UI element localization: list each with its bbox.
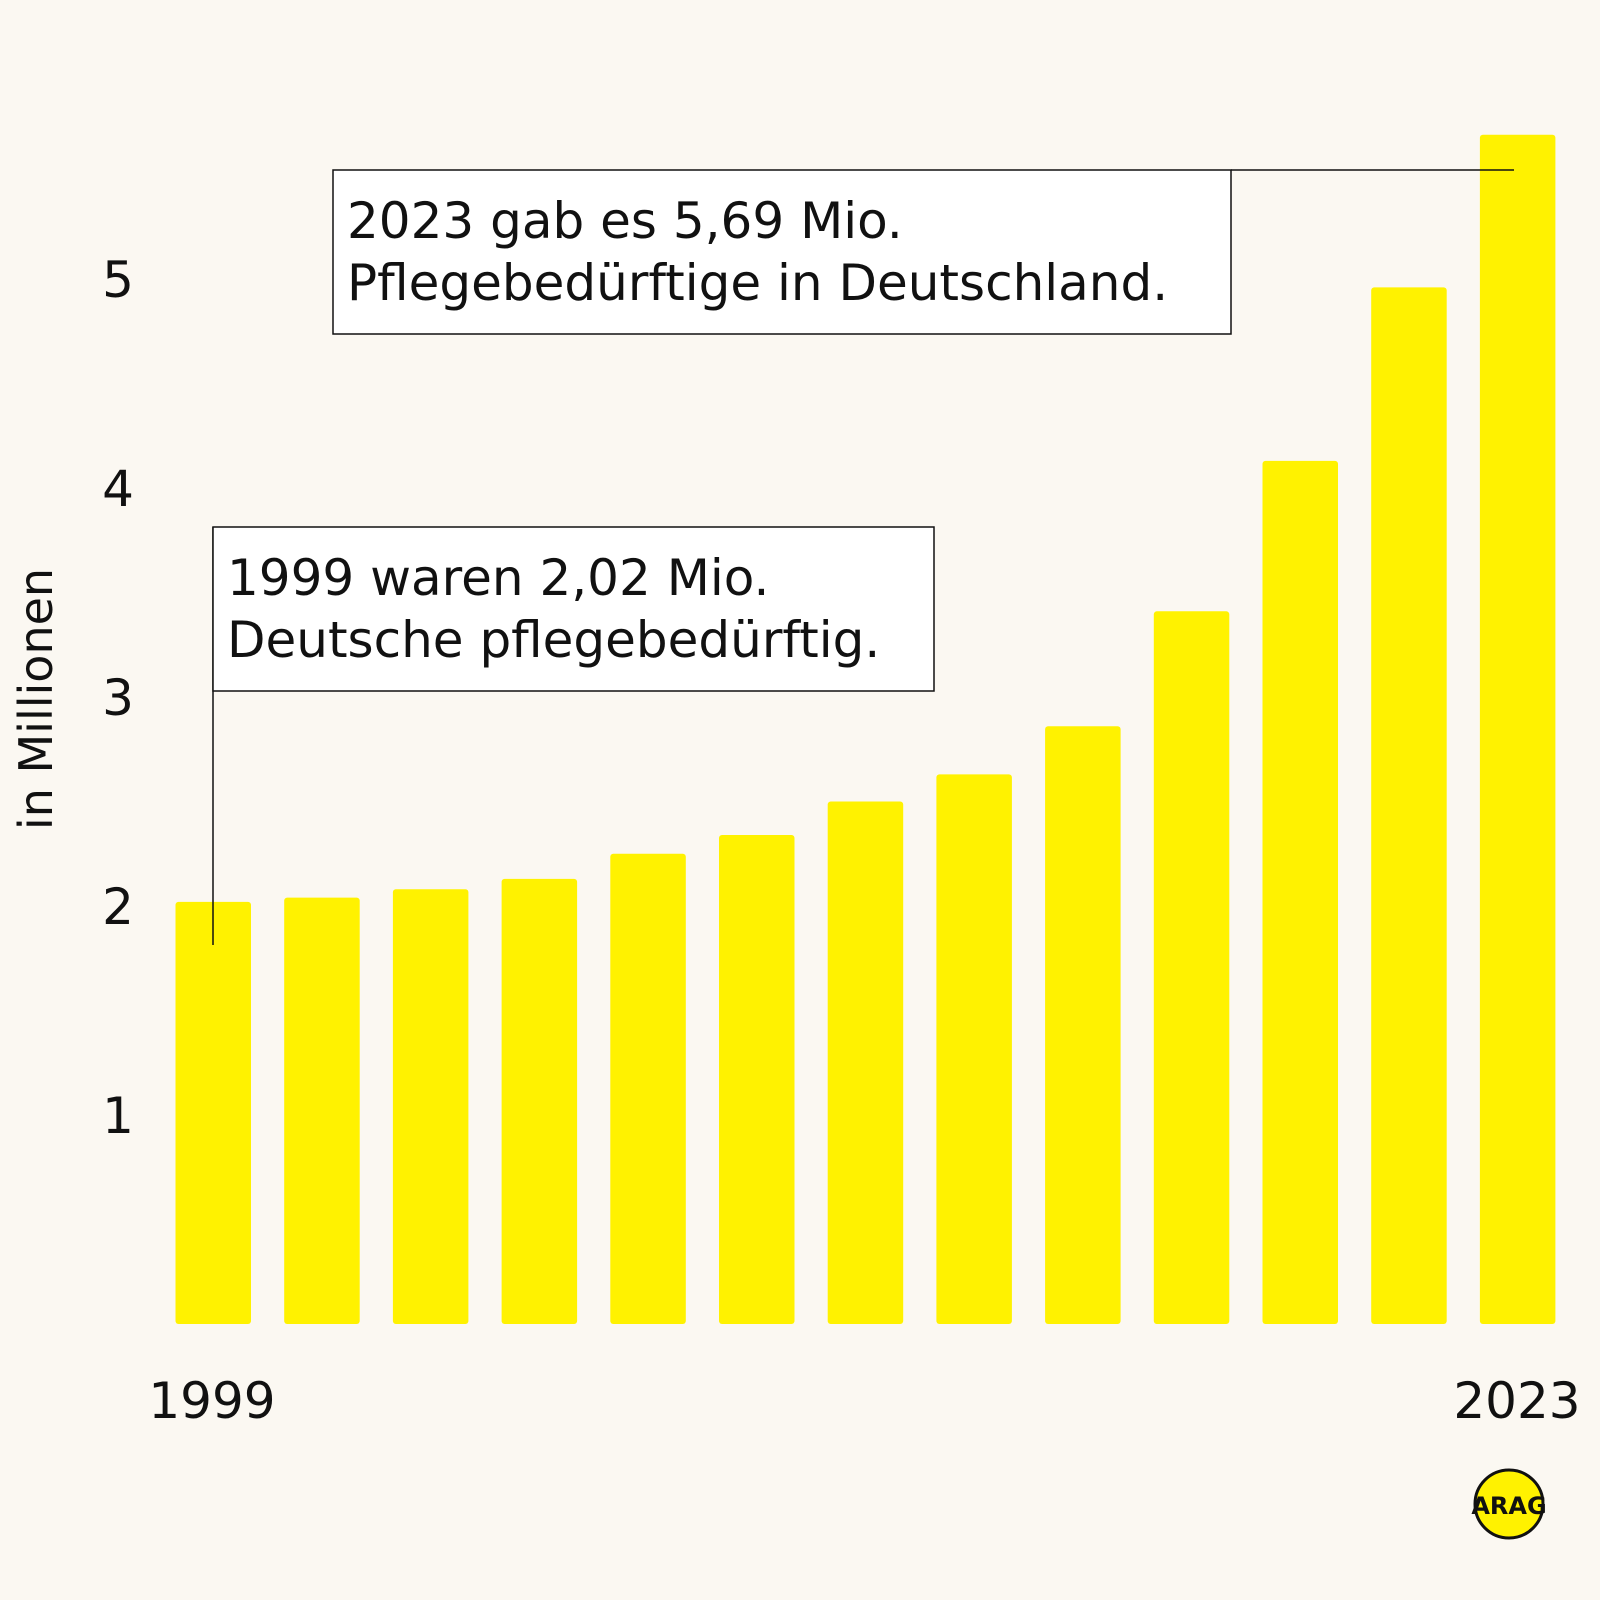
annotation-line-1: 2023 gab es 5,69 Mio.	[347, 192, 903, 250]
annotation-1999: 1999 waren 2,02 Mio. Deutsche pflegebedü…	[212, 526, 935, 945]
logo-text: ARAG	[1471, 1492, 1546, 1520]
bar-2023	[1479, 134, 1556, 1324]
y-tick-label: 3	[102, 669, 134, 727]
bar-2013	[936, 774, 1012, 1324]
x-tick-label-first: 1999	[148, 1372, 275, 1430]
bar-2019	[1262, 460, 1338, 1325]
bar-2009	[719, 834, 795, 1324]
y-tick-label: 1	[102, 1087, 134, 1145]
bar-2021	[1371, 287, 1447, 1324]
annotation-box	[212, 526, 935, 692]
y-axis-label: in Millionen	[9, 568, 63, 830]
bar-2007	[610, 853, 686, 1324]
bar-1999	[175, 901, 251, 1324]
bar-2001	[284, 897, 360, 1324]
annotation-line-2: Pflegebedürftige in Deutschland.	[347, 254, 1168, 312]
arag-logo: ARAG	[1471, 1468, 1547, 1540]
y-tick-label: 5	[102, 251, 134, 309]
bar-2015	[1045, 726, 1121, 1324]
annotation-2023: 2023 gab es 5,69 Mio. Pflegebedürftige i…	[332, 169, 1514, 335]
bar-2011	[827, 801, 904, 1324]
bar-2003	[392, 889, 469, 1324]
bar-2005	[501, 878, 578, 1324]
annotation-box	[332, 169, 1232, 335]
bar-2017	[1153, 611, 1230, 1324]
y-axis-ticks: 1 2 3 4 5	[102, 251, 134, 1145]
y-tick-label: 4	[102, 460, 134, 518]
y-tick-label: 2	[102, 878, 134, 936]
x-tick-label-last: 2023	[1453, 1372, 1580, 1430]
annotation-line-1: 1999 waren 2,02 Mio.	[227, 549, 769, 607]
bars	[175, 134, 1556, 1325]
annotation-line-2: Deutsche pflegebedürftig.	[227, 611, 880, 669]
